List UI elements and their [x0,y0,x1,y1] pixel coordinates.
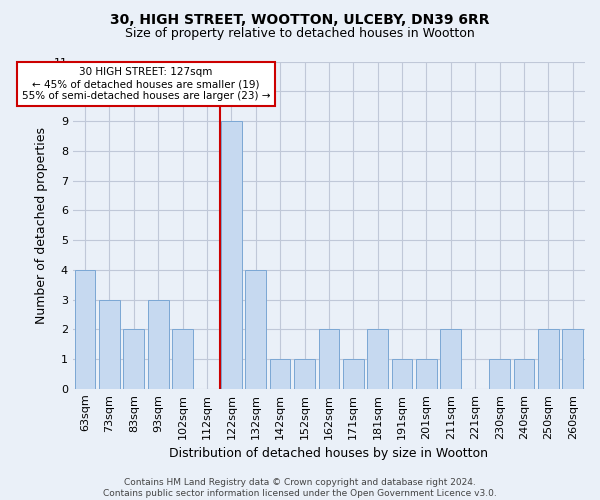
Bar [74,270,95,389]
Bar [562,330,583,389]
Bar [514,359,535,389]
Bar [416,359,437,389]
Bar [343,359,364,389]
Bar [294,359,315,389]
Bar [440,330,461,389]
Bar [245,270,266,389]
Bar [392,359,412,389]
Bar [538,330,559,389]
Bar [489,359,510,389]
Text: 30 HIGH STREET: 127sqm
← 45% of detached houses are smaller (19)
55% of semi-det: 30 HIGH STREET: 127sqm ← 45% of detached… [22,68,270,100]
Bar [367,330,388,389]
Bar [99,300,120,389]
Bar [124,330,144,389]
Bar [221,121,242,389]
Bar [172,330,193,389]
Text: 30, HIGH STREET, WOOTTON, ULCEBY, DN39 6RR: 30, HIGH STREET, WOOTTON, ULCEBY, DN39 6… [110,12,490,26]
Bar [148,300,169,389]
X-axis label: Distribution of detached houses by size in Wootton: Distribution of detached houses by size … [169,447,488,460]
Text: Contains HM Land Registry data © Crown copyright and database right 2024.
Contai: Contains HM Land Registry data © Crown c… [103,478,497,498]
Text: Size of property relative to detached houses in Wootton: Size of property relative to detached ho… [125,28,475,40]
Y-axis label: Number of detached properties: Number of detached properties [35,126,49,324]
Bar [319,330,339,389]
Bar [270,359,290,389]
